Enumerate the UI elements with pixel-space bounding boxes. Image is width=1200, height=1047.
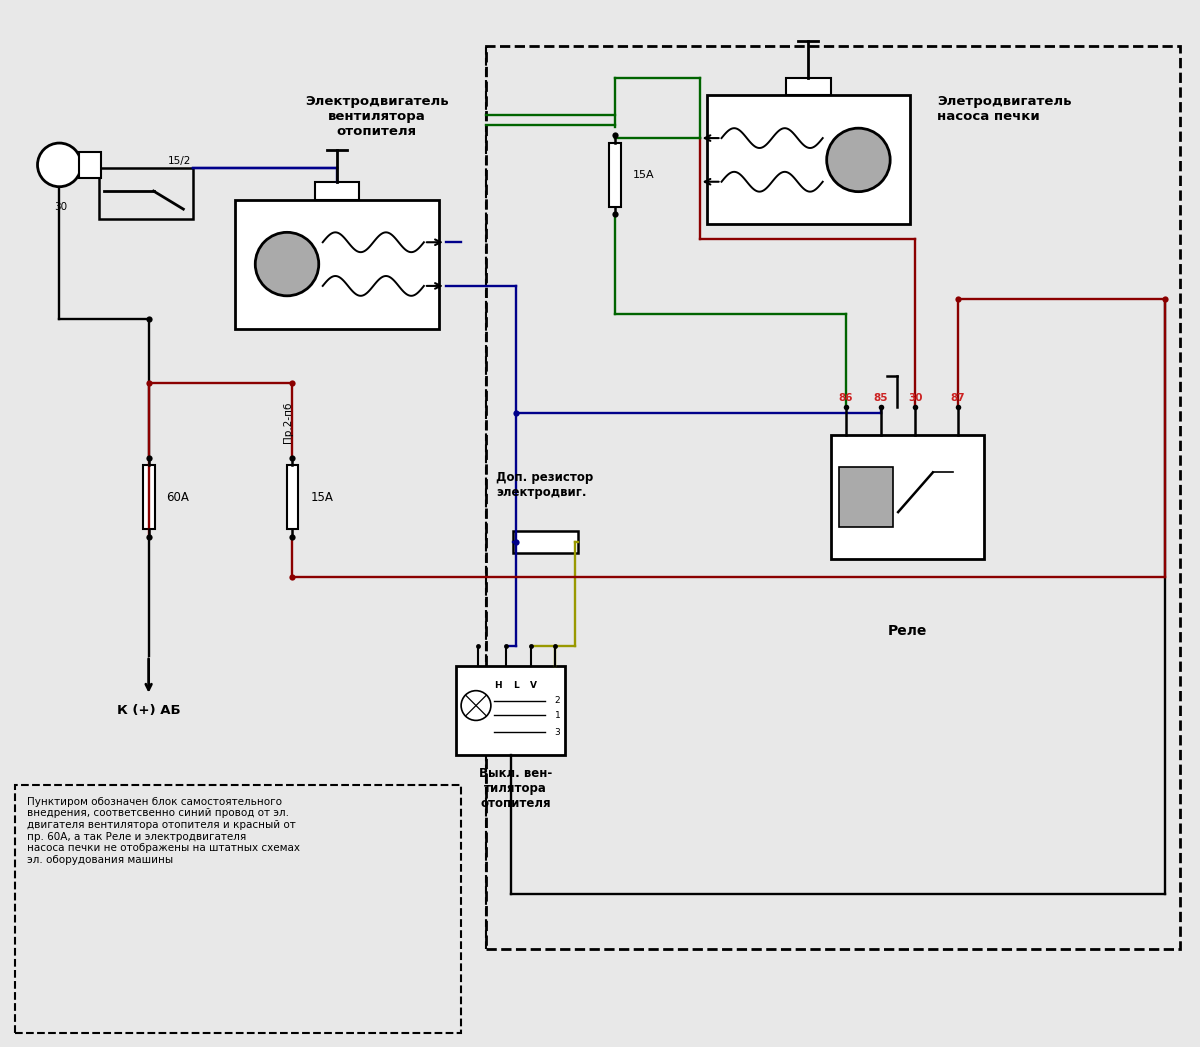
Text: 30: 30 bbox=[54, 202, 67, 211]
Bar bbox=[314, 182, 360, 200]
Text: V: V bbox=[530, 682, 538, 690]
Text: L: L bbox=[512, 682, 518, 690]
Text: H: H bbox=[494, 682, 502, 690]
Text: 1: 1 bbox=[554, 711, 560, 720]
Circle shape bbox=[256, 232, 319, 296]
Bar bbox=[514, 531, 577, 553]
Bar bbox=[14, 785, 461, 1033]
Bar bbox=[456, 666, 565, 755]
Text: 3: 3 bbox=[554, 728, 560, 737]
Text: 87: 87 bbox=[950, 394, 965, 403]
Text: 15А: 15А bbox=[632, 170, 654, 180]
Text: Доп. резистор
электродвиг.: Доп. резистор электродвиг. bbox=[496, 471, 593, 499]
Bar bbox=[707, 95, 910, 224]
Bar bbox=[486, 46, 1181, 949]
Text: Пунктиром обозначен блок самостоятельного
внедрения, соответсвенно синий провод : Пунктиром обозначен блок самостоятельног… bbox=[26, 797, 300, 865]
Bar bbox=[235, 200, 439, 329]
Text: 15/2: 15/2 bbox=[168, 156, 191, 165]
Bar bbox=[143, 466, 155, 529]
Text: 86: 86 bbox=[839, 394, 853, 403]
Circle shape bbox=[37, 143, 82, 186]
Text: Элетродвигатель
насоса печки: Элетродвигатель насоса печки bbox=[937, 95, 1072, 124]
Text: 85: 85 bbox=[874, 394, 888, 403]
Bar bbox=[786, 77, 830, 95]
Text: 60А: 60А bbox=[167, 491, 190, 504]
Bar bbox=[287, 466, 299, 529]
Bar bbox=[839, 467, 893, 527]
Bar bbox=[79, 152, 101, 178]
Text: 2: 2 bbox=[554, 696, 560, 705]
Bar bbox=[608, 143, 620, 206]
Text: 15А: 15А bbox=[311, 491, 334, 504]
Bar bbox=[100, 168, 193, 220]
Text: К (+) АБ: К (+) АБ bbox=[116, 704, 180, 716]
Text: 30: 30 bbox=[908, 394, 923, 403]
Text: Реле: Реле bbox=[888, 624, 928, 638]
Text: Выкл. вен-
тилятора
отопителя: Выкл. вен- тилятора отопителя bbox=[479, 767, 552, 810]
Text: Электродвигатель
вентилятора
отопителя: Электродвигатель вентилятора отопителя bbox=[305, 95, 449, 138]
Circle shape bbox=[461, 691, 491, 720]
Bar bbox=[830, 436, 984, 559]
Circle shape bbox=[827, 128, 890, 192]
Text: Пр.2-пб: Пр.2-пб bbox=[282, 401, 293, 443]
